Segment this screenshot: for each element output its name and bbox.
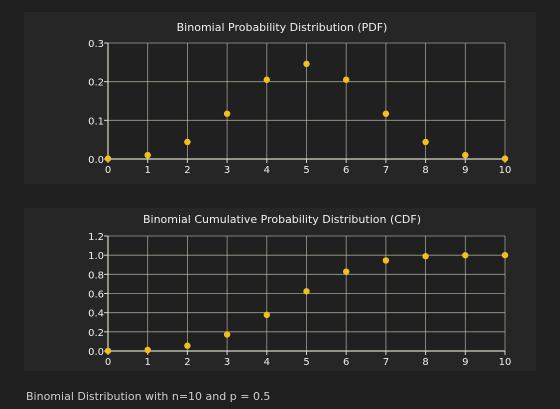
pdf-x-tick-label: 2 [184, 165, 190, 176]
pdf-x-tick-label: 6 [343, 165, 349, 176]
cdf-x-tick-label: 2 [184, 357, 190, 368]
pdf-x-tick-label: 9 [462, 165, 468, 176]
cdf-y-tick-label: 0.8 [88, 270, 104, 281]
cdf-x-tick-label: 9 [462, 357, 468, 368]
pdf-data-point [303, 60, 310, 68]
pdf-data-point [184, 138, 191, 146]
cdf-x-tick-label: 0 [105, 357, 111, 368]
pdf-x-tick-label: 10 [499, 165, 512, 176]
cdf-data-point [303, 288, 310, 295]
cdf-x-tick-label: 1 [145, 357, 151, 368]
cdf-y-tick-label: 0.6 [88, 290, 104, 301]
pdf-x-tick-label: 1 [145, 165, 151, 176]
cdf-data-point [263, 311, 270, 319]
cdf-x-tick-label: 8 [422, 357, 428, 368]
cdf-x-tick-label: 5 [303, 357, 309, 368]
pdf-x-tick-label: 7 [383, 165, 389, 176]
cdf-chart-title: Binomial Cumulative Probability Distribu… [143, 213, 421, 226]
pdf-y-tick-label: 0.3 [88, 39, 104, 50]
footer-caption: Binomial Distribution with n=10 and p = … [26, 390, 271, 403]
pdf-y-tick-label: 0.1 [88, 116, 104, 127]
pdf-data-point [223, 110, 231, 117]
pdf-data-point [382, 110, 390, 117]
pdf-x-tick-label: 5 [303, 165, 309, 176]
pdf-x-tick-label: 3 [224, 165, 230, 176]
cdf-data-point [223, 331, 231, 338]
cdf-x-tick-label: 6 [343, 357, 349, 368]
cdf-data-point [184, 342, 191, 349]
cdf-chart-panel: Binomial Cumulative Probability Distribu… [24, 208, 536, 371]
cdf-data-point [144, 346, 151, 354]
pdf-chart-title: Binomial Probability Distribution (PDF) [177, 21, 388, 34]
pdf-chart-panel: Binomial Probability Distribution (PDF) … [24, 12, 536, 184]
cdf-y-tick-label: 1.0 [88, 251, 104, 262]
cdf-x-tick-label: 7 [383, 357, 389, 368]
cdf-y-tick-label: 0.0 [88, 347, 104, 358]
pdf-data-point [462, 151, 469, 159]
pdf-data-point [263, 76, 270, 83]
pdf-x-tick-label: 0 [105, 165, 111, 176]
cdf-y-tick-label: 0.2 [88, 328, 104, 339]
pdf-x-tick-label: 4 [264, 165, 270, 176]
pdf-y-tick-label: 0.2 [88, 78, 104, 89]
cdf-data-point [104, 347, 112, 355]
cdf-x-tick-label: 3 [224, 357, 230, 368]
cdf-data-point [501, 251, 509, 259]
cdf-data-point [422, 253, 429, 260]
cdf-y-tick-label: 1.2 [88, 232, 104, 243]
pdf-data-point [343, 76, 350, 83]
cdf-x-tick-label: 4 [264, 357, 270, 368]
pdf-y-tick-label: 0.0 [88, 155, 104, 166]
pdf-data-point [104, 155, 112, 162]
cdf-data-point [462, 252, 469, 259]
cdf-data-point [382, 257, 390, 264]
pdf-data-point [422, 138, 429, 146]
pdf-x-tick-label: 8 [422, 165, 428, 176]
cdf-y-tick-label: 0.4 [88, 309, 104, 320]
cdf-x-tick-label: 10 [499, 357, 512, 368]
cdf-data-point [343, 268, 350, 275]
pdf-data-point [144, 151, 151, 159]
cdf-chart: Binomial Cumulative Probability Distribu… [88, 213, 512, 368]
pdf-data-point [501, 155, 509, 162]
pdf-chart: Binomial Probability Distribution (PDF) … [88, 21, 512, 176]
